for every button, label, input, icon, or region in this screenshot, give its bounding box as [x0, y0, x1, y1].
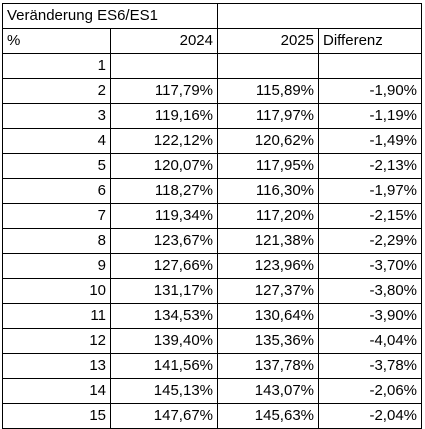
value-2024-cell[interactable]: 120,07%	[110, 153, 218, 179]
value-2025-cell[interactable]: 145,63%	[217, 403, 319, 429]
header-cell-2024[interactable]: 2024	[110, 28, 218, 54]
header-cell-percent[interactable]: %	[2, 28, 111, 54]
header-cell-differenz[interactable]: Differenz	[318, 28, 422, 54]
table-row: 15 147,67% 145,63% -2,04%	[2, 403, 422, 429]
value-2024-cell[interactable]: 139,40%	[110, 328, 218, 354]
row-index-cell[interactable]: 5	[2, 153, 111, 179]
value-2024-cell[interactable]: 122,12%	[110, 128, 218, 154]
value-2025-cell[interactable]: 123,96%	[217, 253, 319, 279]
difference-cell[interactable]: -1,90%	[318, 78, 422, 104]
value-2025-cell[interactable]: 137,78%	[217, 353, 319, 379]
difference-cell[interactable]: -1,97%	[318, 178, 422, 204]
value-2025-cell[interactable]: 127,37%	[217, 278, 319, 304]
difference-cell[interactable]: -2,13%	[318, 153, 422, 179]
value-2024-cell[interactable]: 134,53%	[110, 303, 218, 329]
table-row: 12 139,40% 135,36% -4,04%	[2, 328, 422, 354]
value-2025-cell[interactable]: 143,07%	[217, 378, 319, 404]
table-row: 11 134,53% 130,64% -3,90%	[2, 303, 422, 329]
value-2024-cell[interactable]: 117,79%	[110, 78, 218, 104]
difference-cell[interactable]: -3,70%	[318, 253, 422, 279]
value-2024-cell[interactable]	[110, 53, 218, 79]
value-2025-cell[interactable]: 135,36%	[217, 328, 319, 354]
difference-cell[interactable]: -3,78%	[318, 353, 422, 379]
table-row: 4 122,12% 120,62% -1,49%	[2, 128, 422, 154]
difference-cell[interactable]	[318, 53, 422, 79]
value-2024-cell[interactable]: 119,16%	[110, 103, 218, 129]
row-index-cell[interactable]: 15	[2, 403, 111, 429]
table-row: 8 123,67% 121,38% -2,29%	[2, 228, 422, 254]
row-index-cell[interactable]: 3	[2, 103, 111, 129]
table-row: 5 120,07% 117,95% -2,13%	[2, 153, 422, 179]
value-2025-cell[interactable]: 116,30%	[217, 178, 319, 204]
value-2024-cell[interactable]: 147,67%	[110, 403, 218, 429]
table-row: 13 141,56% 137,78% -3,78%	[2, 353, 422, 379]
difference-cell[interactable]: -1,49%	[318, 128, 422, 154]
value-2025-cell[interactable]: 117,97%	[217, 103, 319, 129]
spreadsheet-area: Veränderung ES6/ES1 % 2024 2025 Differen…	[2, 3, 422, 429]
value-2024-cell[interactable]: 118,27%	[110, 178, 218, 204]
table-row: 3 119,16% 117,97% -1,19%	[2, 103, 422, 129]
value-2025-cell[interactable]: 117,20%	[217, 203, 319, 229]
row-index-cell[interactable]: 12	[2, 328, 111, 354]
empty-cell[interactable]	[318, 3, 422, 29]
row-index-cell[interactable]: 1	[2, 53, 111, 79]
value-2025-cell[interactable]: 115,89%	[217, 78, 319, 104]
row-index-cell[interactable]: 9	[2, 253, 111, 279]
data-table: Veränderung ES6/ES1 % 2024 2025 Differen…	[2, 3, 422, 429]
table-row: 6 118,27% 116,30% -1,97%	[2, 178, 422, 204]
table-row: 14 145,13% 143,07% -2,06%	[2, 378, 422, 404]
row-index-cell[interactable]: 13	[2, 353, 111, 379]
row-index-cell[interactable]: 2	[2, 78, 111, 104]
title-row: Veränderung ES6/ES1	[2, 3, 422, 29]
table-row: 1	[2, 53, 422, 79]
value-2025-cell[interactable]	[217, 53, 319, 79]
difference-cell[interactable]: -4,04%	[318, 328, 422, 354]
row-index-cell[interactable]: 4	[2, 128, 111, 154]
row-index-cell[interactable]: 10	[2, 278, 111, 304]
row-index-cell[interactable]: 11	[2, 303, 111, 329]
value-2024-cell[interactable]: 119,34%	[110, 203, 218, 229]
value-2025-cell[interactable]: 121,38%	[217, 228, 319, 254]
value-2024-cell[interactable]: 127,66%	[110, 253, 218, 279]
difference-cell[interactable]: -3,90%	[318, 303, 422, 329]
table-row: 10 131,17% 127,37% -3,80%	[2, 278, 422, 304]
table-row: 9 127,66% 123,96% -3,70%	[2, 253, 422, 279]
difference-cell[interactable]: -2,04%	[318, 403, 422, 429]
row-index-cell[interactable]: 7	[2, 203, 111, 229]
difference-cell[interactable]: -2,06%	[318, 378, 422, 404]
table-row: 7 119,34% 117,20% -2,15%	[2, 203, 422, 229]
table-row: 2 117,79% 115,89% -1,90%	[2, 78, 422, 104]
value-2024-cell[interactable]: 141,56%	[110, 353, 218, 379]
empty-cell[interactable]	[217, 3, 319, 29]
header-cell-2025[interactable]: 2025	[217, 28, 319, 54]
value-2024-cell[interactable]: 145,13%	[110, 378, 218, 404]
value-2024-cell[interactable]: 123,67%	[110, 228, 218, 254]
difference-cell[interactable]: -2,15%	[318, 203, 422, 229]
difference-cell[interactable]: -3,80%	[318, 278, 422, 304]
value-2024-cell[interactable]: 131,17%	[110, 278, 218, 304]
value-2025-cell[interactable]: 120,62%	[217, 128, 319, 154]
header-row: % 2024 2025 Differenz	[2, 28, 422, 54]
difference-cell[interactable]: -1,19%	[318, 103, 422, 129]
row-index-cell[interactable]: 8	[2, 228, 111, 254]
value-2025-cell[interactable]: 117,95%	[217, 153, 319, 179]
row-index-cell[interactable]: 6	[2, 178, 111, 204]
value-2025-cell[interactable]: 130,64%	[217, 303, 319, 329]
table-title[interactable]: Veränderung ES6/ES1	[2, 3, 218, 29]
difference-cell[interactable]: -2,29%	[318, 228, 422, 254]
row-index-cell[interactable]: 14	[2, 378, 111, 404]
